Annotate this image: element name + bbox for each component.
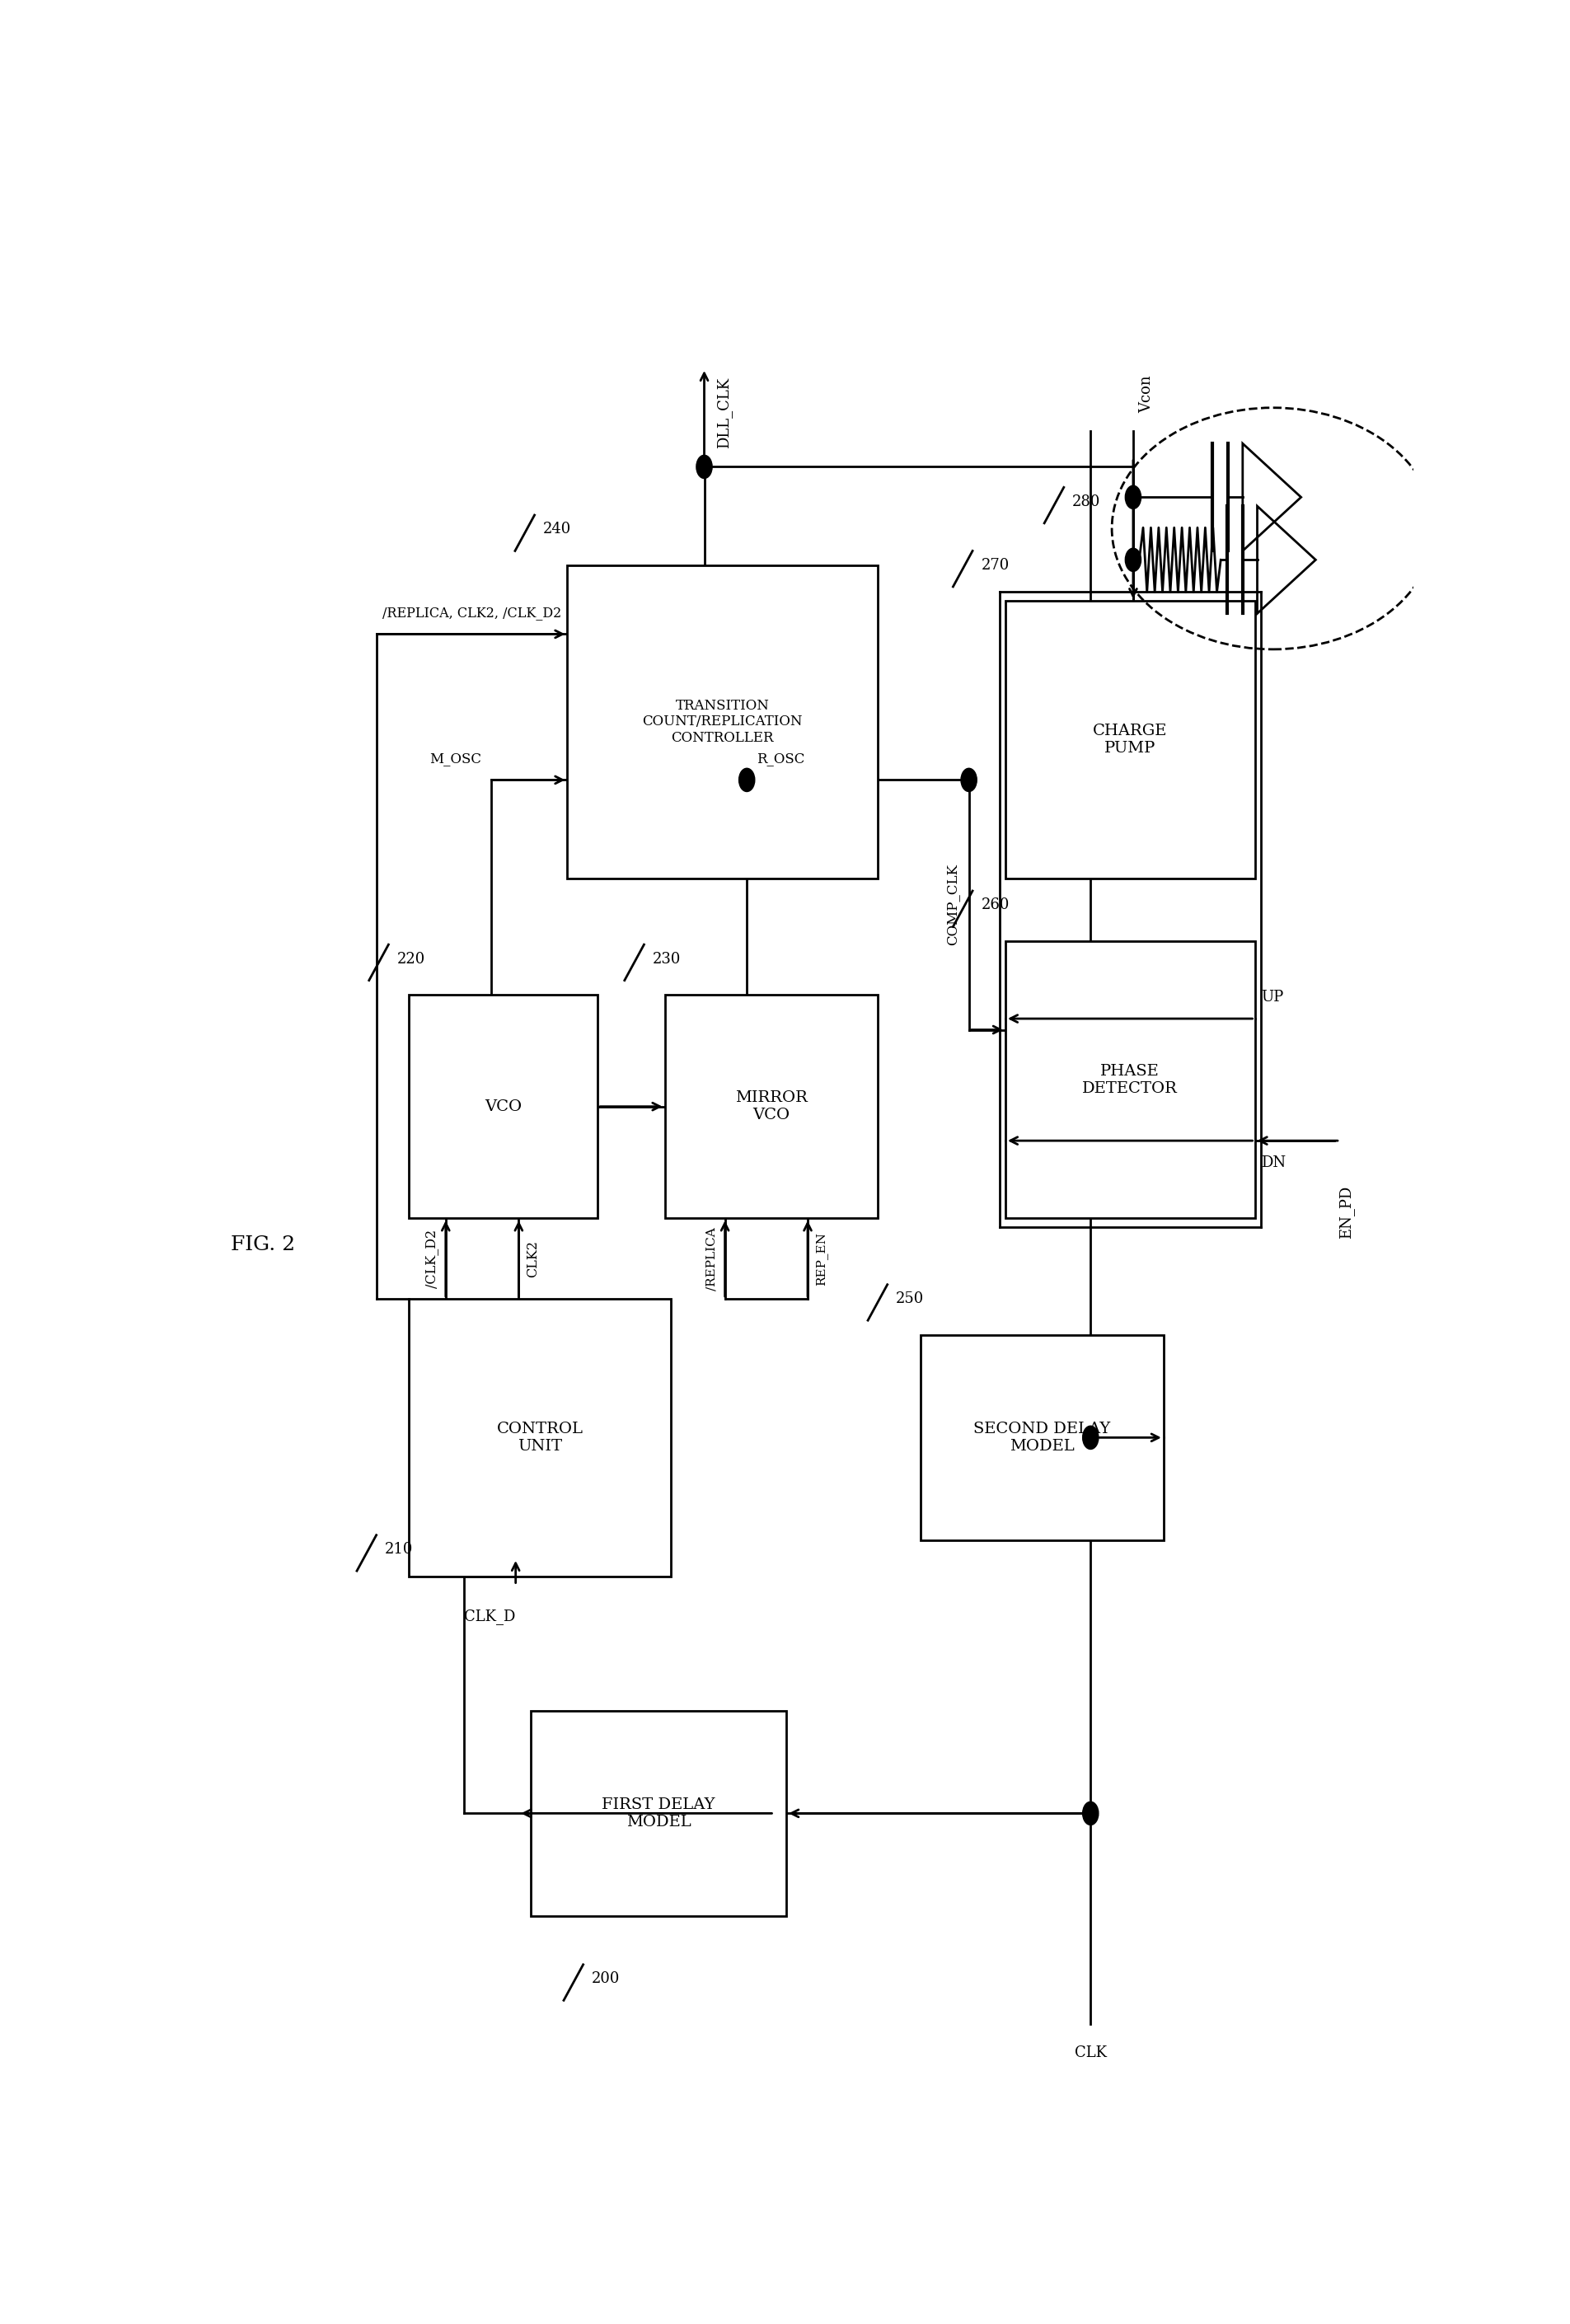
FancyBboxPatch shape: [920, 1334, 1163, 1541]
Text: 240: 240: [543, 523, 571, 537]
Text: 230: 230: [653, 951, 681, 967]
Text: MIRROR
VCO: MIRROR VCO: [735, 1090, 807, 1122]
FancyBboxPatch shape: [567, 565, 878, 878]
Text: CLK: CLK: [1074, 2045, 1107, 2059]
Text: COMP_CLK: COMP_CLK: [945, 865, 959, 946]
Text: CLK_D: CLK_D: [465, 1608, 515, 1624]
Text: EN_PD: EN_PD: [1338, 1185, 1353, 1239]
Text: FIG. 2: FIG. 2: [231, 1236, 295, 1255]
FancyBboxPatch shape: [410, 995, 598, 1218]
Text: /CLK_D2: /CLK_D2: [424, 1229, 438, 1287]
Text: VCO: VCO: [485, 1099, 523, 1113]
Circle shape: [1126, 548, 1141, 572]
Text: M_OSC: M_OSC: [430, 751, 482, 765]
Text: CHARGE
PUMP: CHARGE PUMP: [1093, 723, 1168, 755]
Text: 210: 210: [385, 1543, 413, 1557]
Text: CLK2: CLK2: [526, 1241, 540, 1278]
Text: 250: 250: [896, 1292, 925, 1306]
Text: 280: 280: [1072, 495, 1101, 509]
Text: CONTROL
UNIT: CONTROL UNIT: [496, 1422, 582, 1452]
Text: SECOND DELAY
MODEL: SECOND DELAY MODEL: [973, 1422, 1110, 1452]
Text: /REPLICA: /REPLICA: [706, 1227, 717, 1290]
Text: /REPLICA, CLK2, /CLK_D2: /REPLICA, CLK2, /CLK_D2: [383, 607, 562, 621]
Text: 270: 270: [981, 558, 1010, 572]
Text: TRANSITION
COUNT/REPLICATION
CONTROLLER: TRANSITION COUNT/REPLICATION CONTROLLER: [642, 700, 802, 746]
Text: DN: DN: [1261, 1155, 1286, 1169]
Circle shape: [739, 769, 755, 792]
Text: 220: 220: [397, 951, 425, 967]
Text: 260: 260: [981, 897, 1010, 913]
Text: UP: UP: [1261, 990, 1283, 1004]
Circle shape: [697, 456, 713, 479]
FancyBboxPatch shape: [1005, 941, 1254, 1218]
Text: R_OSC: R_OSC: [757, 751, 805, 765]
Text: 200: 200: [592, 1971, 620, 1987]
Circle shape: [1083, 1427, 1099, 1450]
Text: FIRST DELAY
MODEL: FIRST DELAY MODEL: [601, 1796, 716, 1829]
Circle shape: [1126, 486, 1141, 509]
Circle shape: [961, 769, 977, 792]
FancyBboxPatch shape: [531, 1710, 787, 1917]
Text: PHASE
DETECTOR: PHASE DETECTOR: [1082, 1064, 1178, 1095]
FancyBboxPatch shape: [410, 1299, 670, 1576]
Text: Vcon: Vcon: [1140, 376, 1154, 414]
FancyBboxPatch shape: [1005, 602, 1254, 878]
FancyBboxPatch shape: [664, 995, 878, 1218]
Text: REP_EN: REP_EN: [815, 1232, 827, 1285]
Circle shape: [1083, 1801, 1099, 1824]
Text: DLL_CLK: DLL_CLK: [716, 376, 732, 449]
